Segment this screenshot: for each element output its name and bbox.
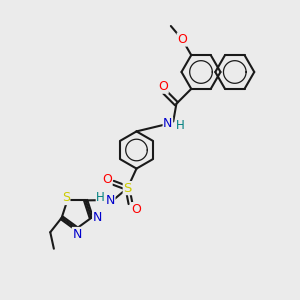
Text: S: S	[123, 182, 132, 195]
Text: H: H	[176, 119, 184, 133]
Text: O: O	[102, 172, 112, 186]
Text: S: S	[62, 191, 70, 205]
Text: N: N	[163, 117, 172, 130]
Text: N: N	[72, 227, 82, 241]
Text: N: N	[106, 194, 115, 207]
Text: O: O	[132, 202, 141, 216]
Text: O: O	[177, 33, 187, 46]
Text: N: N	[93, 211, 102, 224]
Text: H: H	[96, 191, 105, 204]
Text: O: O	[158, 80, 168, 93]
